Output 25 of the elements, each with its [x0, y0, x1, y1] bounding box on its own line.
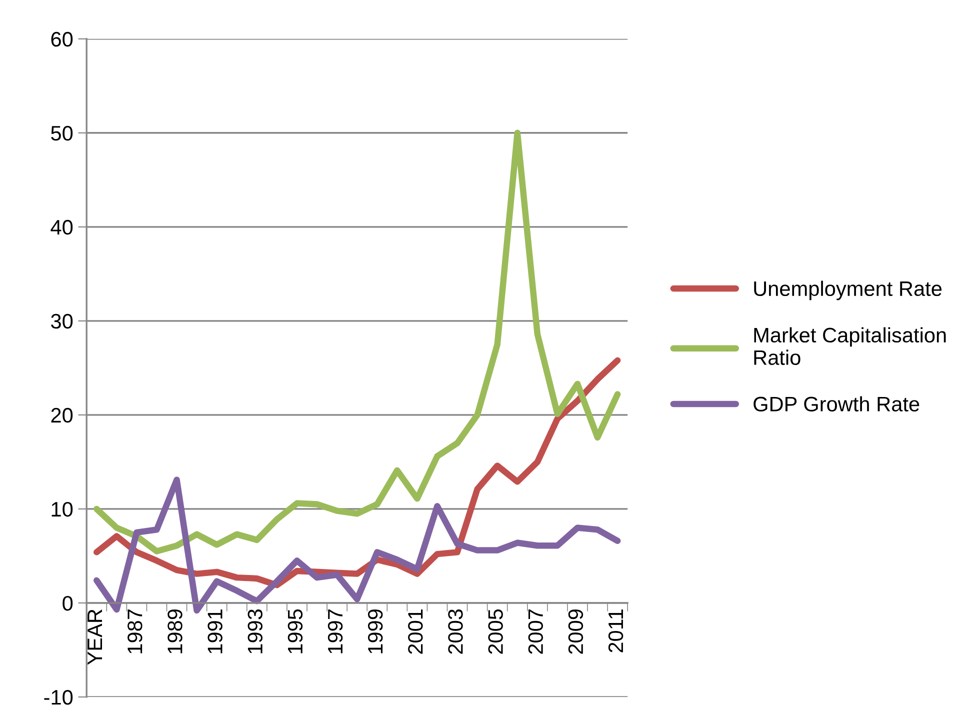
x-tick-label: 2009	[568, 609, 584, 654]
y-tick-label: 30	[51, 314, 73, 329]
x-tick-label: 2007	[528, 610, 544, 654]
x-tick-label: 2005	[488, 609, 503, 654]
x-tick-label: YEAR	[88, 609, 102, 665]
y-tick-label: 20	[51, 408, 73, 423]
legend-label: Market Capitalisation Ratio	[754, 327, 946, 365]
y-tick-label: 10	[52, 502, 73, 517]
x-tick-label: 1995	[288, 609, 303, 654]
legend-label: Unemployment Rate	[754, 280, 942, 300]
y-tick-label: -10	[44, 690, 73, 705]
x-tick-label: 2001	[408, 610, 423, 654]
y-tick-label: 50	[51, 126, 73, 141]
x-tick-label: 1987	[128, 610, 142, 654]
x-tick-label: 1993	[248, 609, 262, 654]
x-tick-label: 2003	[448, 609, 463, 654]
legend-label: GDP Growth Rate	[754, 396, 920, 412]
y-tick-label: 40	[50, 220, 73, 235]
x-tick-label: 2011	[608, 610, 624, 652]
x-tick-label: 1991	[208, 610, 222, 654]
x-tick-label: 1989	[168, 609, 182, 654]
x-tick-label: 1997	[328, 610, 343, 654]
y-tick-label: 60	[51, 32, 73, 47]
y-tick-label: 0	[62, 596, 73, 611]
x-tick-label: 1999	[368, 609, 383, 654]
